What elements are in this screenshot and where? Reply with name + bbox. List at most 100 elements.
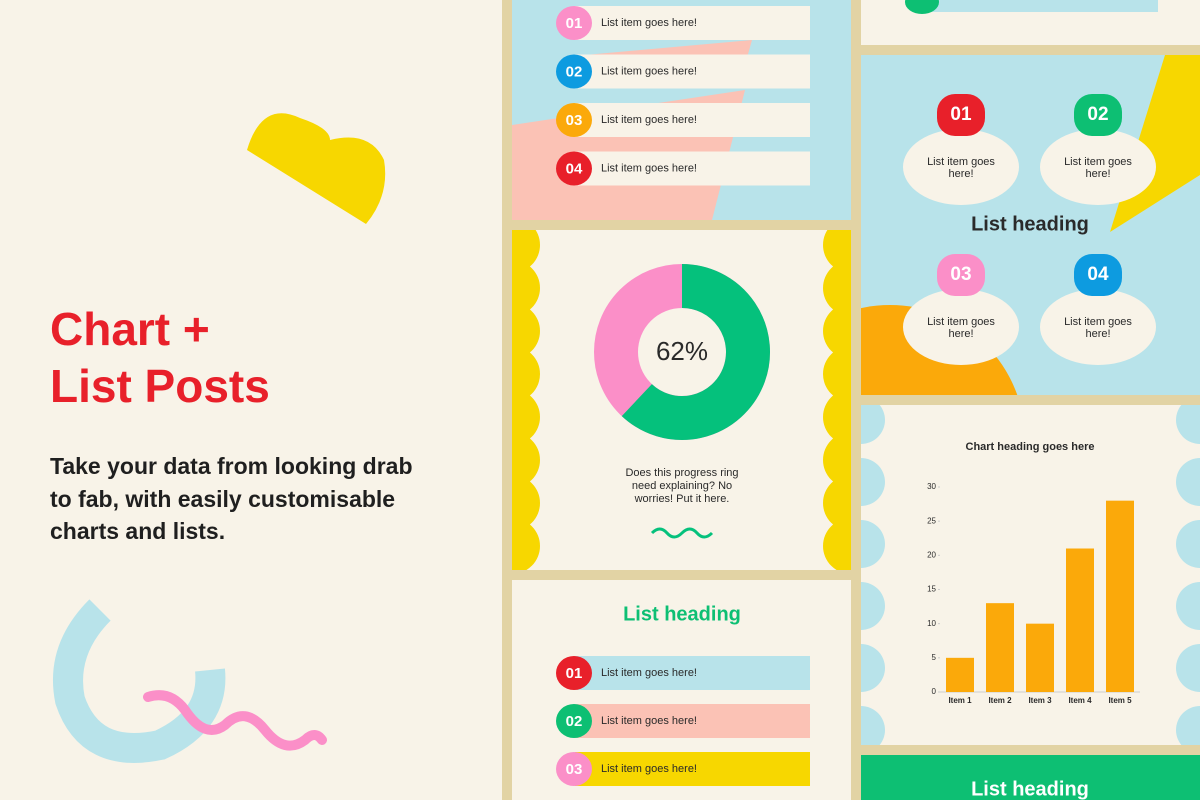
item-text: here! — [1085, 168, 1110, 180]
badge — [937, 254, 985, 296]
badge-number: 03 — [566, 112, 583, 129]
scallop — [823, 432, 851, 488]
item-bar — [575, 151, 810, 186]
badge — [556, 6, 592, 40]
item-text: List item goes here! — [601, 715, 697, 727]
ring-label: 62% — [656, 336, 708, 366]
badge — [556, 103, 592, 137]
decor-blob — [247, 113, 386, 224]
bar — [1106, 500, 1134, 692]
scallop — [1176, 644, 1200, 692]
item-text: here! — [948, 328, 973, 340]
decor-u — [53, 599, 226, 763]
scallop — [512, 518, 540, 570]
item-text: List item goes — [1064, 316, 1132, 328]
scallop — [823, 303, 851, 359]
item-text: List item goes here! — [601, 667, 697, 679]
scallop — [823, 389, 851, 445]
scallop — [823, 346, 851, 402]
ring-caption: Does this progress ring — [625, 467, 738, 479]
item-text: List item goes here! — [601, 17, 697, 29]
item-bubble — [1040, 129, 1156, 205]
item-bubble — [903, 289, 1019, 365]
badge — [905, 0, 939, 14]
y-tick-label: 10 — [927, 619, 936, 628]
x-tick-label: Item 4 — [1068, 696, 1092, 705]
item-text: List item goes here! — [601, 162, 697, 174]
ring-caption: worries! Put it here. — [634, 493, 730, 505]
chart-title: Chart heading goes here — [966, 441, 1095, 453]
scallop — [861, 582, 885, 630]
scallop — [1176, 458, 1200, 506]
list-heading: List heading — [971, 778, 1089, 800]
badge-number: 01 — [566, 15, 583, 32]
x-tick-label: Item 3 — [1028, 696, 1052, 705]
y-tick-label: 5 — [932, 653, 937, 662]
badge — [556, 752, 592, 786]
panel-bg — [861, 755, 1200, 800]
scallop — [1176, 706, 1200, 745]
badge — [1074, 94, 1122, 136]
scallop — [823, 518, 851, 570]
badge-number: 01 — [950, 104, 972, 125]
item-bar — [575, 704, 810, 738]
badge — [556, 151, 592, 186]
badge-number: 01 — [566, 665, 583, 682]
item-bar — [575, 54, 810, 89]
scallop — [512, 475, 540, 531]
x-tick-label: Item 1 — [948, 696, 972, 705]
bar — [1026, 623, 1054, 692]
badge — [556, 704, 592, 738]
y-tick-label: 15 — [927, 585, 936, 594]
badge — [556, 656, 592, 690]
x-tick-label: Item 2 — [988, 696, 1012, 705]
badge-number: 02 — [1087, 104, 1108, 125]
scallop — [512, 260, 540, 316]
scallop — [823, 260, 851, 316]
headline: Chart + — [50, 303, 210, 355]
badge-number: 02 — [566, 63, 583, 80]
list-heading: List heading — [623, 603, 741, 625]
item-text: here! — [948, 168, 973, 180]
scallop — [861, 405, 885, 444]
ring-caption: need explaining? No — [632, 480, 732, 492]
item-bar — [575, 656, 810, 690]
bar — [986, 603, 1014, 692]
item-text: List item goes here! — [601, 114, 697, 126]
list-heading: List heading — [971, 213, 1089, 235]
badge — [937, 94, 985, 136]
scallop — [823, 475, 851, 531]
description: to fab, with easily customisable — [50, 486, 395, 512]
bar — [1066, 548, 1094, 692]
badge-number: 03 — [950, 264, 971, 285]
scallops — [861, 405, 1200, 745]
bar — [946, 657, 974, 692]
scallop — [512, 303, 540, 359]
badge-number: 03 — [566, 761, 583, 778]
description: charts and lists. — [50, 518, 225, 544]
badge-number: 02 — [566, 713, 583, 730]
item-bubble — [903, 129, 1019, 205]
scallop — [861, 706, 885, 745]
badge-number: 04 — [566, 160, 583, 177]
scallop — [861, 520, 885, 568]
item-text: here! — [1085, 328, 1110, 340]
item-text: List item goes — [927, 156, 995, 168]
badge — [556, 54, 592, 89]
item-bar — [575, 103, 810, 137]
scallop — [1176, 520, 1200, 568]
y-tick-label: 0 — [932, 687, 937, 696]
item-text: List item goes here! — [601, 763, 697, 775]
item-text: List item goes here! — [601, 65, 697, 77]
scallop — [861, 644, 885, 692]
scallop — [512, 346, 540, 402]
decor-squiggle — [650, 527, 714, 539]
y-tick-label: 25 — [927, 516, 936, 525]
description: Take your data from looking drab — [50, 453, 413, 479]
scallop — [512, 432, 540, 488]
headline: List Posts — [50, 360, 270, 412]
badge — [1074, 254, 1122, 296]
decor-squiggle — [143, 690, 327, 751]
y-tick-label: 20 — [927, 550, 936, 559]
